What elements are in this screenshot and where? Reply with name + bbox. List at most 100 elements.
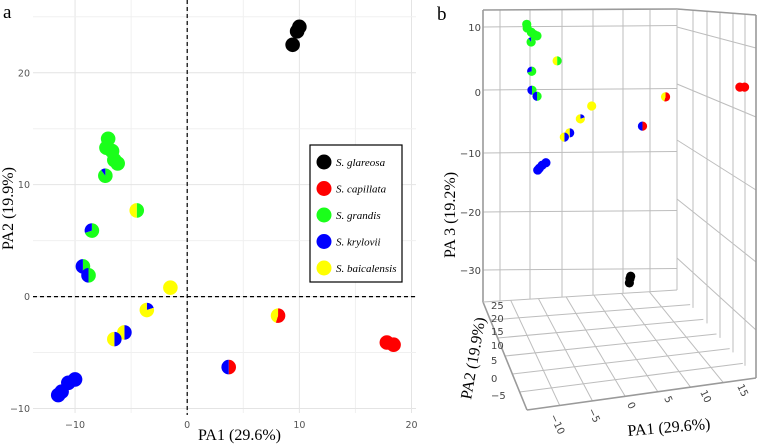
legend-marker — [316, 154, 332, 170]
gridline-back-horizontal — [482, 268, 678, 271]
data-point — [386, 337, 401, 353]
pie-slice-krylovii — [114, 331, 122, 347]
z-tick-label: −10 — [460, 149, 481, 160]
data-point — [285, 37, 300, 53]
legend-label: S. grandis — [336, 210, 381, 222]
pie-slice-capillata — [386, 337, 401, 353]
panel-b-x-axis-label: PA1 (29.6%) — [627, 416, 711, 440]
y-tick-label: 0 — [24, 292, 30, 303]
pie-slice-glareosa — [289, 24, 305, 39]
pie-slice-baicalensis — [575, 114, 585, 124]
x-tick-label: 5 — [661, 395, 674, 405]
legend: S. glareosa S. capillata S. grandis S. kryl… — [309, 144, 403, 283]
pie-slice-krylovii — [569, 128, 575, 138]
y-tick-label: 20 — [491, 314, 504, 325]
pie-slice-grandis — [88, 268, 96, 283]
y-tick-label: 10 — [491, 341, 504, 352]
pie-slice-krylovii — [146, 302, 154, 311]
z-tick-label: −20 — [460, 208, 481, 219]
pie-slice-krylovii — [528, 37, 532, 42]
pie-slice-glareosa — [285, 37, 300, 53]
data-point-3d — [559, 132, 569, 142]
gridline-floor — [497, 318, 704, 339]
pie-slice-krylovii — [84, 223, 92, 233]
panel-b-3d-box — [482, 8, 757, 411]
y-tick-label: 15 — [491, 327, 504, 338]
legend-marker — [316, 207, 332, 223]
pie-slice-grandis — [537, 91, 542, 101]
legend-label: S. glareosa — [336, 157, 386, 169]
pie-slice-baicalensis — [129, 203, 137, 218]
data-point-3d — [587, 101, 597, 111]
pie-slice-capillata — [275, 308, 286, 323]
gridline-floor — [504, 333, 717, 357]
pie-slice-grandis — [532, 31, 542, 41]
pie-slice-capillata — [739, 82, 750, 92]
panel-a-y-axis-label: PA2 (19.9%) — [0, 167, 17, 250]
data-point — [107, 331, 122, 347]
pie-slice-grandis — [557, 56, 562, 66]
pie-slice-krylovii — [532, 91, 538, 101]
data-point-3d — [660, 92, 671, 102]
gridline-back-horizontal — [482, 88, 678, 91]
x-tick-label: −5 — [585, 407, 601, 425]
x-tick-label: 10 — [697, 389, 712, 405]
pie-slice-krylovii — [81, 268, 89, 283]
y-tick-label: 20 — [18, 68, 30, 79]
data-point — [129, 203, 145, 218]
box-edge — [482, 301, 528, 411]
data-point — [98, 168, 113, 184]
pie-slice-capillata — [228, 359, 237, 375]
gridline-right-horizontal — [676, 198, 757, 263]
data-point — [139, 302, 155, 318]
data-point — [110, 156, 125, 171]
legend-label: S. baicalensis — [336, 263, 397, 275]
y-tick-label: 10 — [18, 180, 30, 191]
data-point-3d — [527, 66, 537, 76]
data-point-3d — [552, 56, 562, 66]
pie-slice-capillata — [642, 121, 648, 131]
legend-label: S. capillata — [336, 184, 387, 196]
z-tick-label: 0 — [475, 88, 481, 99]
panel-label-a: a — [3, 2, 12, 23]
z-tick-label: 10 — [468, 23, 481, 34]
pie-slice-grandis — [84, 223, 100, 238]
z-tick-label: −30 — [460, 266, 481, 277]
pie-slice-baicalensis — [107, 331, 115, 347]
x-tick-label: −10 — [547, 413, 566, 437]
legend-item-capillata: S. capillata — [316, 181, 387, 196]
pie-slice-grandis — [110, 156, 125, 171]
pie-slice-grandis — [136, 203, 145, 218]
pie-slice-baicalensis — [270, 308, 279, 323]
gridline-right-horizontal — [676, 257, 757, 331]
legend-item-grandis: S. grandis — [316, 207, 381, 223]
data-point-3d — [532, 31, 542, 41]
data-point-3d — [532, 91, 542, 101]
x-tick-label: 0 — [184, 420, 190, 431]
legend-label: S. krylovii — [336, 237, 381, 249]
data-point-3d — [637, 121, 648, 131]
pie-slice-krylovii — [50, 387, 66, 403]
x-tick-label: 15 — [734, 383, 749, 399]
data-point — [221, 359, 237, 375]
pie-slice-krylovii — [580, 114, 585, 119]
x-tick-label: −10 — [65, 420, 85, 431]
data-point-3d — [533, 165, 543, 175]
gridline-right-horizontal — [676, 139, 757, 191]
pie-slice-baicalensis — [587, 101, 597, 111]
pie-slice-krylovii — [527, 85, 532, 95]
pie-slice-glareosa — [624, 278, 634, 288]
data-point — [270, 308, 286, 323]
pie-slice-krylovii — [637, 121, 643, 131]
gridline-right-horizontal — [676, 83, 757, 118]
pie-slice-capillata — [664, 92, 671, 102]
legend-marker — [316, 181, 332, 196]
pie-slice-krylovii — [124, 325, 132, 340]
data-point — [84, 223, 100, 238]
box-edge — [482, 289, 678, 303]
legend-marker — [316, 234, 332, 249]
y-tick-label: 0 — [491, 374, 497, 385]
x-tick-label: 20 — [405, 420, 417, 431]
gridline-floor — [512, 348, 730, 375]
